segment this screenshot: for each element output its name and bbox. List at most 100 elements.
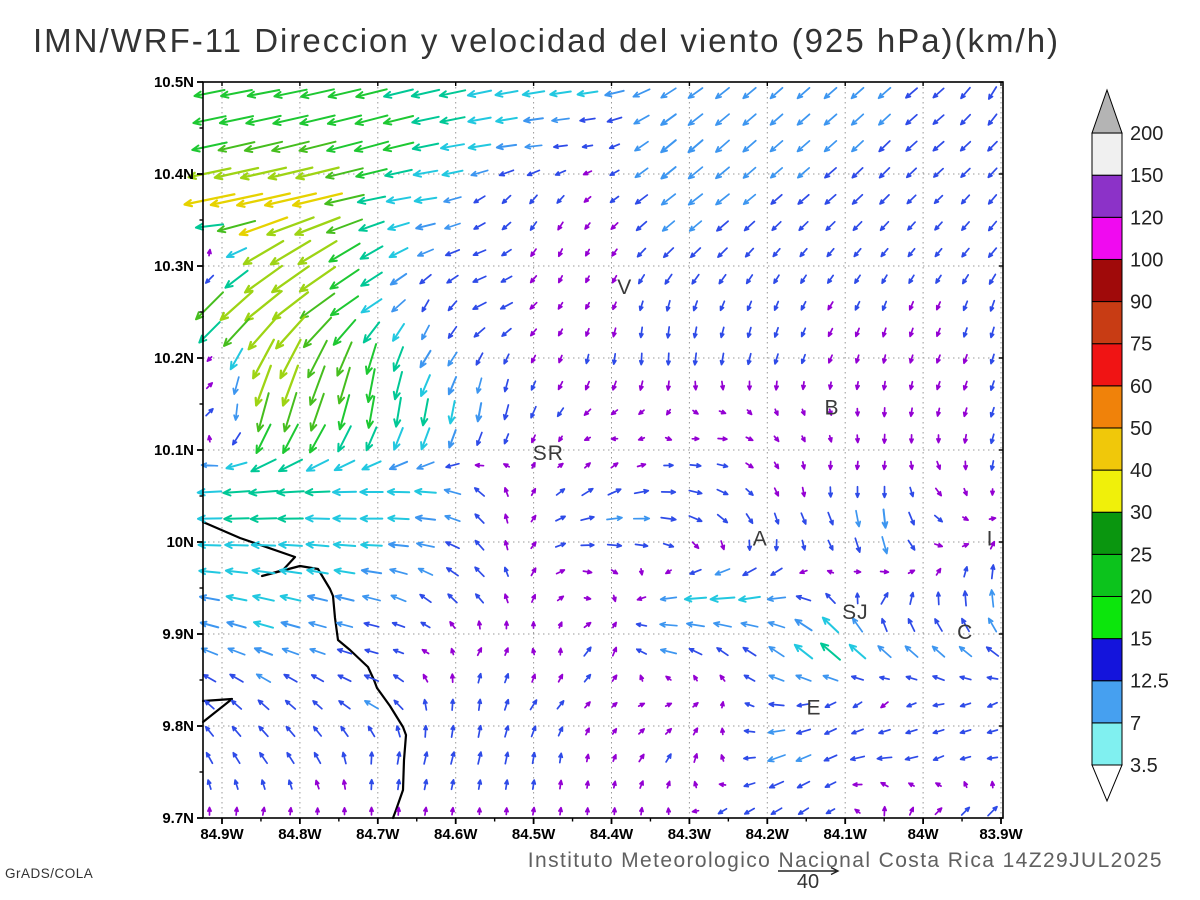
wind-arrow xyxy=(355,168,388,179)
wind-arrow xyxy=(611,621,617,629)
wind-arrow xyxy=(325,167,364,180)
wind-arrow xyxy=(854,592,860,605)
wind-arrow xyxy=(688,220,703,232)
colorbar-top-arrow xyxy=(1091,88,1123,134)
wind-arrow xyxy=(474,593,485,604)
wind-arrow xyxy=(229,347,244,371)
wind-arrow xyxy=(417,248,434,257)
wind-arrow xyxy=(337,674,352,683)
wind-arrow xyxy=(687,139,704,154)
wind-arrow xyxy=(585,727,590,736)
wind-arrow xyxy=(720,754,726,762)
wind-arrow xyxy=(935,274,942,284)
wind-arrow xyxy=(313,751,322,765)
wind-arrow xyxy=(960,86,971,100)
wind-arrow xyxy=(558,354,563,364)
wind-arrow xyxy=(504,725,510,738)
chart-title: IMN/WRF-11 Direccion y velocidad del vie… xyxy=(33,22,1061,59)
wind-arrow xyxy=(475,402,483,423)
wind-arrow xyxy=(363,674,380,682)
wind-arrow xyxy=(411,142,440,152)
wind-arrow xyxy=(475,352,484,366)
wind-arrow xyxy=(664,436,673,441)
wind-arrow xyxy=(664,273,673,285)
wind-arrow xyxy=(686,621,705,628)
wind-arrow xyxy=(827,434,833,443)
wind-arrow xyxy=(908,300,915,311)
wind-arrow xyxy=(392,674,405,683)
wind-arrow xyxy=(986,675,999,681)
wind-arrow xyxy=(665,380,671,391)
wind-arrow xyxy=(309,424,326,454)
wind-arrow xyxy=(249,514,278,523)
wind-arrow xyxy=(392,371,403,401)
wind-arrow xyxy=(449,673,455,684)
wind-arrow xyxy=(827,301,834,311)
wind-arrow xyxy=(881,407,887,418)
wind-arrow xyxy=(556,407,565,418)
wind-arrow xyxy=(580,515,595,522)
wind-arrow xyxy=(291,192,344,208)
wind-arrow xyxy=(557,248,564,258)
wind-arrow xyxy=(771,220,782,232)
wind-arrow xyxy=(305,459,330,472)
wind-arrow xyxy=(338,700,351,710)
wind-arrow xyxy=(329,268,360,290)
lat-tick-label: 10.4N xyxy=(154,166,194,183)
wind-arrow xyxy=(529,194,538,205)
wind-arrow xyxy=(419,273,432,285)
wind-arrow xyxy=(770,193,783,205)
wind-arrow xyxy=(744,247,755,258)
wind-arrow xyxy=(557,621,563,629)
wind-arrow xyxy=(637,274,646,285)
wind-arrow xyxy=(549,89,572,98)
wind-arrow xyxy=(611,594,617,603)
wind-arrow xyxy=(413,196,438,204)
wind-arrow xyxy=(584,222,591,230)
wind-arrow xyxy=(909,486,915,498)
wind-arrow xyxy=(396,806,401,816)
wind-arrow xyxy=(232,376,240,395)
wind-arrow xyxy=(823,754,838,762)
wind-arrow xyxy=(332,488,357,497)
wind-arrow xyxy=(691,808,700,814)
station-label: B xyxy=(824,397,839,420)
wind-arrow xyxy=(905,728,918,735)
colorbar-label: 200 xyxy=(1130,123,1163,145)
wind-arrow xyxy=(358,220,385,232)
wind-arrow xyxy=(851,728,864,735)
wind-arrow xyxy=(234,806,239,816)
wind-arrow xyxy=(369,806,374,816)
wind-arrow xyxy=(908,380,914,391)
wind-arrow xyxy=(989,540,996,550)
wind-arrow xyxy=(584,353,590,365)
wind-arrow xyxy=(257,699,270,711)
wind-arrow xyxy=(610,222,619,230)
wind-arrow xyxy=(441,169,464,178)
wind-arrow xyxy=(935,567,942,576)
wind-arrow xyxy=(773,353,779,365)
wind-arrow xyxy=(583,646,592,657)
wind-arrow xyxy=(226,620,247,629)
lon-tick-label: 84.9W xyxy=(200,826,244,843)
wind-arrow xyxy=(664,727,673,735)
wind-arrow xyxy=(713,621,732,628)
wind-arrow xyxy=(450,779,456,791)
wind-arrow xyxy=(638,409,645,416)
colorbar-box xyxy=(1091,132,1123,176)
wind-arrow xyxy=(664,702,673,708)
wind-arrow xyxy=(881,300,888,311)
wind-arrow xyxy=(557,462,564,469)
colorbar-label: 120 xyxy=(1130,207,1163,229)
wind-arrow xyxy=(634,140,649,152)
wind-arrow xyxy=(504,647,509,656)
lon-tick-label: 84.5W xyxy=(512,826,556,843)
wind-arrow xyxy=(414,488,437,496)
wind-arrow xyxy=(555,515,566,522)
wind-arrow xyxy=(720,540,726,551)
wind-arrow xyxy=(314,779,320,790)
wind-arrow xyxy=(934,807,943,816)
wind-arrow xyxy=(715,166,730,180)
wind-arrow xyxy=(283,673,298,683)
